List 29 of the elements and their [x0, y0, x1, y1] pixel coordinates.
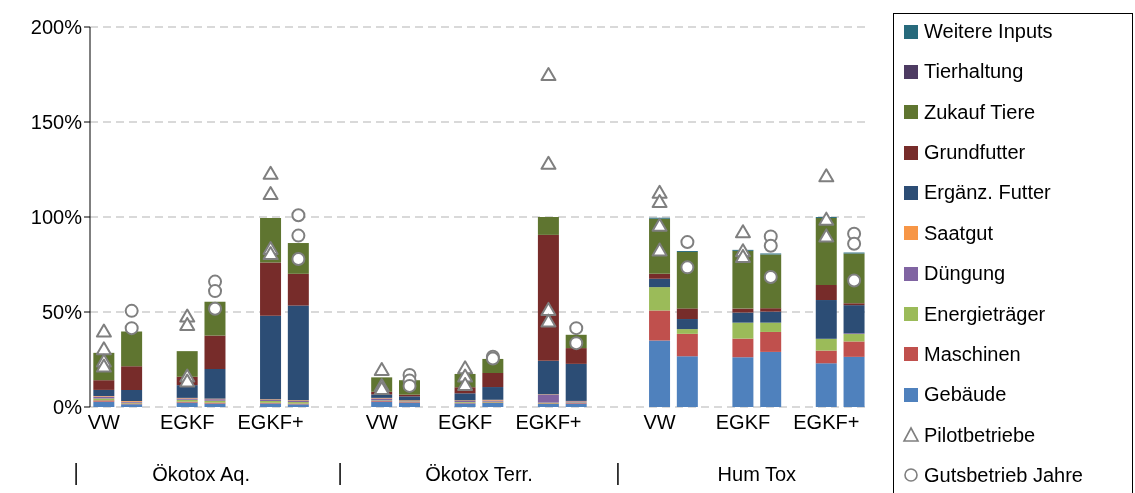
legend-label: Tierhaltung	[924, 60, 1024, 84]
legend-label: Zukauf Tiere	[924, 100, 1036, 124]
legend-label: Energieträger	[924, 302, 1046, 326]
y-tick-label: 50%	[41, 301, 83, 324]
text: Ökotox Aq.	[152, 463, 251, 485]
x-tick-label: VW	[87, 411, 121, 434]
y-tick-label: 200%	[30, 16, 83, 39]
legend-label: Düngung	[924, 262, 1006, 286]
x-tick-label: EGKF+	[237, 411, 304, 434]
x-tick-label: VW	[365, 411, 398, 434]
legend-label: Gebäude	[924, 383, 1007, 407]
x-tick-label: EGKF	[437, 411, 493, 434]
legend-label: Weitere Inputs	[924, 20, 1053, 43]
legend-label: Grundfutter	[924, 141, 1026, 165]
x-tick-label: EGKF+	[793, 411, 860, 434]
x-tick-label: EGKF	[160, 411, 215, 434]
y-tick-label: 100%	[30, 206, 83, 229]
y-tick-label: 150%	[30, 111, 83, 134]
legend-label: Maschinen	[924, 342, 1021, 366]
y-tick-label: 0%	[53, 396, 83, 419]
legend-label: Gutsbetrieb Jahre	[924, 463, 1083, 487]
x-tick-label: VW	[643, 411, 676, 434]
legend-label: Saatgut	[924, 221, 993, 245]
x-tick-label: EGKF+	[515, 411, 582, 434]
text: Ökotox Terr.	[425, 463, 533, 485]
legend-label: Ergänz. Futter	[924, 181, 1051, 205]
text: Hum Tox	[717, 463, 797, 485]
legend-label: Pilotbetriebe	[924, 423, 1036, 447]
x-tick-label: EGKF	[715, 411, 771, 434]
